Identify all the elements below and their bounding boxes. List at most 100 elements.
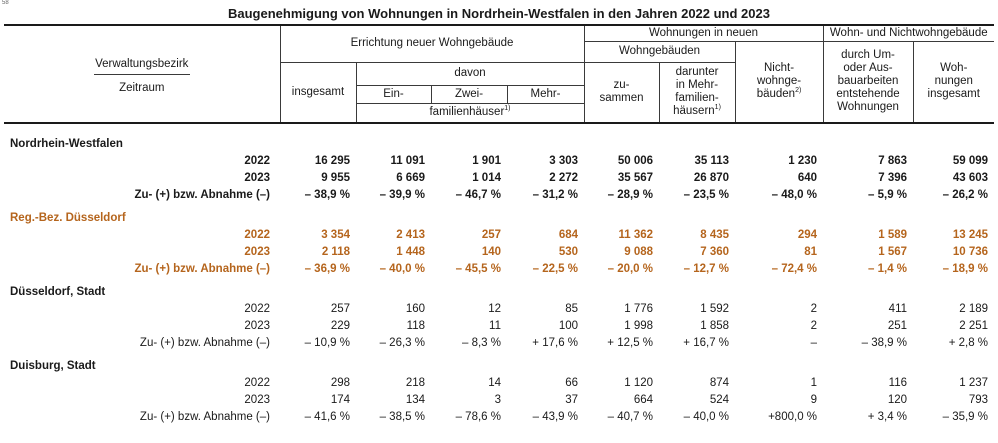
table-cell: 251 — [887, 320, 908, 332]
footnote-2-marker: 2) — [795, 87, 802, 95]
table-cell: – 5,9 % — [868, 189, 908, 201]
table-cell: – 72,4 % — [771, 263, 818, 275]
table-row: Zu- (+) bzw. Abnahme (–) – 41,6 % – 38,5 %… — [4, 409, 994, 426]
table-cell: 11 362 — [618, 229, 654, 241]
table-row: Zu- (+) bzw. Abnahme (–) – 38,9 % – 39,9 %… — [4, 187, 994, 204]
table-cell: 9 088 — [624, 246, 654, 258]
table-cell: – 10,9 % — [304, 337, 350, 349]
row-label: 2022 — [244, 303, 270, 315]
table-cell: – 1,4 % — [868, 263, 908, 275]
table-cell: – 48,0 % — [771, 189, 818, 201]
table-cell: 35 113 — [694, 155, 730, 167]
row-label: 2023 — [244, 320, 270, 332]
table-body: Nordrhein-Westfalen 2022 16 295 11 091 1 901… — [4, 123, 994, 426]
table-cell: 1 014 — [472, 172, 501, 184]
header-nichtwohn-line2: wohnge- — [756, 75, 802, 88]
corner-mark: 58 — [2, 0, 9, 6]
table-cell: + 12,5 % — [607, 337, 654, 349]
table-cell: – 40,7 % — [607, 411, 654, 423]
header-darunter-line2: in Mehr- — [675, 79, 719, 92]
table-cell: +800,0 % — [768, 411, 818, 423]
table-cell: 664 — [633, 394, 654, 406]
table-cell: 1 120 — [624, 377, 654, 389]
row-label: 2022 — [244, 229, 270, 241]
table-cell: 3 — [494, 394, 501, 406]
header-errichtung-neuer-wohngebaeude: Errichtung neuer Wohngebäude — [279, 24, 585, 63]
table-cell: 120 — [887, 394, 908, 406]
row-label: 2022 — [244, 377, 270, 389]
header-wohngebaeuden: Wohngebäuden — [583, 40, 736, 63]
table-cell: 2 189 — [959, 303, 989, 315]
table-cell: – 12,7 % — [683, 263, 730, 275]
table-cell: 2 413 — [396, 229, 425, 241]
table-cell: 118 — [406, 320, 425, 332]
header-darunter-line3: familien- — [675, 92, 719, 105]
header-darunter-line1: darunter — [675, 66, 719, 79]
table-cell: 81 — [804, 246, 818, 258]
statistics-table: Verwaltungsbezirk Zeitraum Errichtung ne… — [4, 24, 995, 426]
region-name: Düsseldorf, Stadt — [10, 286, 106, 298]
table-row: 2022 298 218 14 66 1 120 874 1 116 1 237 — [4, 375, 994, 392]
table-cell: – 20,0 % — [607, 263, 654, 275]
row-label: 2023 — [244, 394, 270, 406]
table-cell: 11 091 — [390, 155, 425, 167]
table-cell: 174 — [330, 394, 350, 406]
table-cell: 3 354 — [321, 229, 350, 241]
table-cell: 116 — [888, 377, 908, 389]
row-label: 2023 — [244, 246, 270, 258]
header-wohnungen-insgesamt: Woh- nungen insgesamt — [912, 40, 995, 124]
table-cell: – 36,9 % — [304, 263, 350, 275]
table-cell: 640 — [797, 172, 818, 184]
row-label: Zu- (+) bzw. Abnahme (–) — [134, 189, 270, 201]
table-cell: 294 — [797, 229, 818, 241]
table-cell: – 39,9 % — [379, 189, 425, 201]
header-nichtwohn-line3: bäuden — [756, 88, 796, 101]
table-cell: 1 237 — [959, 377, 989, 389]
table-row: Zu- (+) bzw. Abnahme (–) – 36,9 % – 40,0 %… — [4, 261, 994, 278]
row-label: Zu- (+) bzw. Abnahme (–) — [139, 337, 270, 349]
table-cell: 10 736 — [952, 246, 989, 258]
table-cell: – 38,9 % — [304, 189, 350, 201]
table-cell: 1 230 — [788, 155, 818, 167]
table-cell: 793 — [968, 394, 989, 406]
table-cell: 684 — [558, 229, 579, 241]
header-familienhaeuser-label: familienhäuser — [429, 106, 505, 119]
table-row: 2022 3 354 2 413 257 684 11 362 8 435 294 1 589 1… — [4, 227, 994, 244]
table-row: 2023 229 118 11 100 1 998 1 858 2 251 2 251 — [4, 318, 994, 335]
table-cell: 66 — [565, 377, 579, 389]
table-cell: – 38,9 % — [861, 337, 908, 349]
header-umbau-line4: entstehende — [836, 88, 900, 101]
table-cell: 530 — [558, 246, 579, 258]
table-cell: 1 858 — [700, 320, 730, 332]
region-name: Reg.-Bez. Düsseldorf — [10, 212, 126, 224]
table-cell: 100 — [558, 320, 579, 332]
table-cell: 26 870 — [693, 172, 730, 184]
table-cell: – 23,5 % — [683, 189, 730, 201]
header-insgesamt: insgesamt — [279, 61, 357, 124]
table-cell: 6 669 — [396, 172, 425, 184]
table-cell: + 3,4 % — [867, 411, 908, 423]
row-label: 2023 — [244, 172, 270, 184]
table-cell: 1 567 — [878, 246, 908, 258]
table-cell: 1 901 — [472, 155, 501, 167]
header-zusammen: zu- sammen — [583, 61, 660, 124]
header-wohn-ins-line2: nungen — [934, 75, 973, 88]
header-zusammen-line1: zu- — [613, 79, 630, 92]
table-cell: – 31,2 % — [532, 189, 579, 201]
page-title: Baugenehmigung von Wohnungen in Nordrhei… — [228, 6, 770, 21]
table-cell: – 78,6 % — [455, 411, 501, 423]
table-cell: 1 776 — [624, 303, 654, 315]
region-name: Nordrhein-Westfalen — [10, 138, 123, 150]
table-cell: 8 435 — [700, 229, 730, 241]
footnote-1-marker-b: 1) — [714, 104, 721, 112]
header-ein: Ein- — [355, 84, 432, 104]
table-cell: – 18,9 % — [942, 263, 989, 275]
table-cell: – 45,5 % — [455, 263, 501, 275]
row-label: Zu- (+) bzw. Abnahme (–) — [134, 263, 270, 275]
table-cell: 1 589 — [878, 229, 908, 241]
table-cell: 257 — [481, 229, 501, 241]
table-cell: – 35,9 % — [942, 411, 989, 423]
table-cell: 13 245 — [952, 229, 989, 241]
table-cell: 2 251 — [959, 320, 989, 332]
table-cell: 218 — [405, 377, 425, 389]
